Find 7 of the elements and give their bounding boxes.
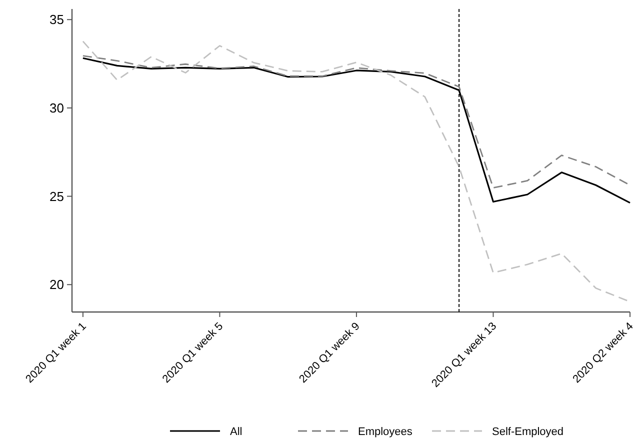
y-tick-label: 20: [50, 277, 64, 292]
y-tick-label: 30: [50, 100, 64, 116]
legend-label: Employees: [358, 426, 413, 438]
legend-label: Self-Employed: [492, 426, 564, 438]
y-tick-label: 35: [50, 12, 64, 28]
legend-label: All: [230, 426, 242, 438]
y-tick-label: 25: [50, 188, 64, 204]
